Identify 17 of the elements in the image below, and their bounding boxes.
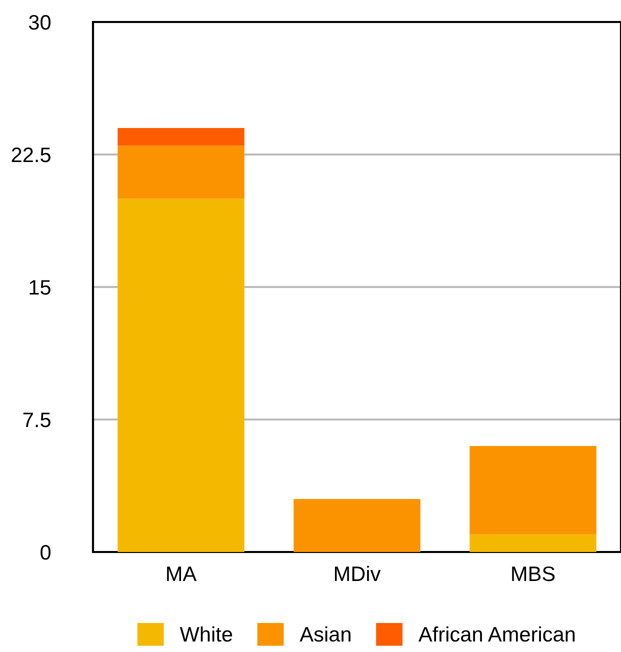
legend-label: African American <box>418 626 575 642</box>
legend-label: White <box>180 626 232 642</box>
legend-label: Asian <box>300 626 350 642</box>
bar <box>118 128 244 146</box>
bar <box>118 146 244 199</box>
x-tick-label: MDiv <box>334 566 381 581</box>
x-tick-label: MA <box>167 566 197 581</box>
bar <box>470 446 596 534</box>
x-tick-label: MBS <box>512 566 555 582</box>
y-tick-label: 22.5 <box>12 148 50 162</box>
bar <box>294 499 420 552</box>
bar <box>470 534 596 552</box>
y-tick-label: 15 <box>30 280 50 295</box>
y-tick-label: 0 <box>40 545 51 560</box>
y-tick-label: 7.5 <box>23 412 50 428</box>
y-tick-label: 30 <box>28 15 51 30</box>
bar <box>118 198 244 552</box>
